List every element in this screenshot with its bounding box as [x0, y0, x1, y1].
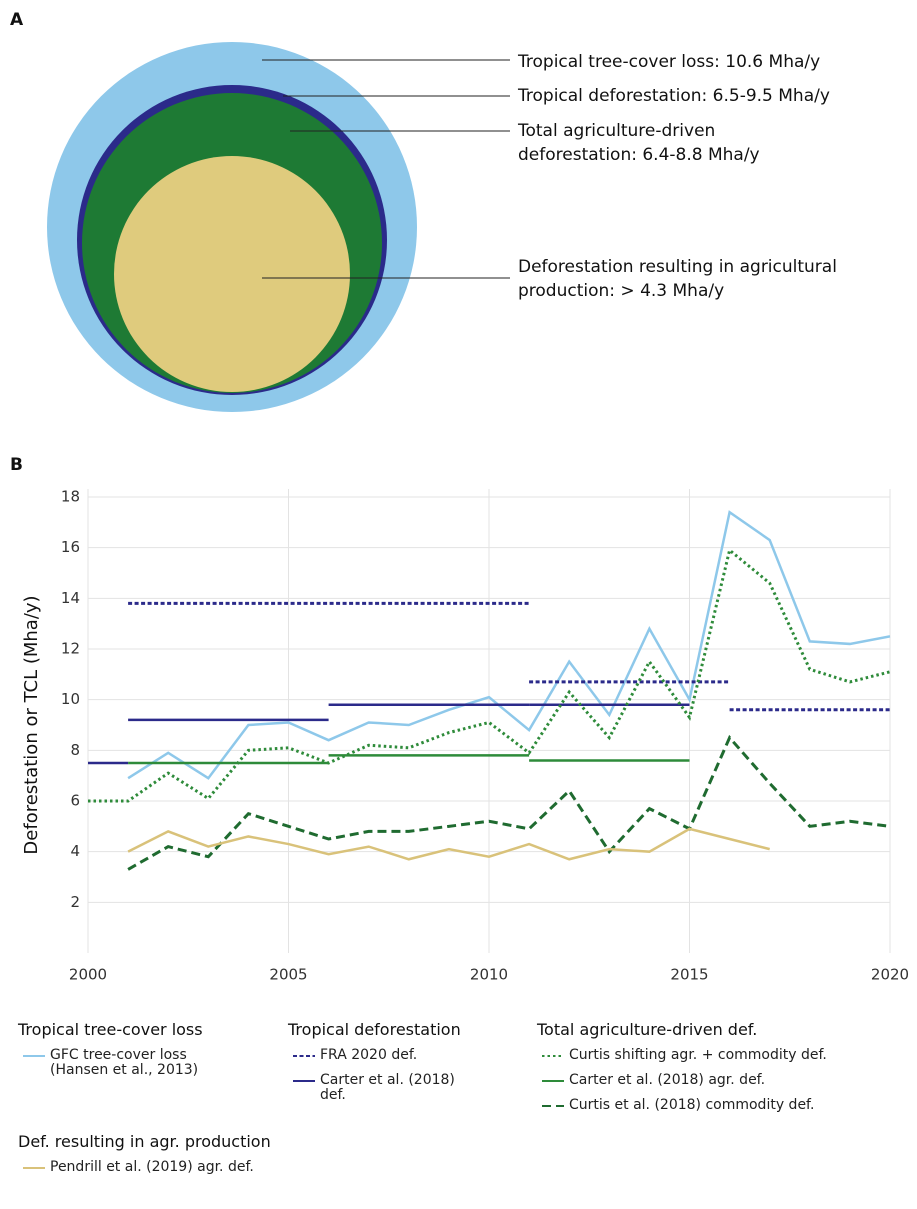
y-tick-label: 4: [70, 842, 80, 860]
legend-label: Curtis et al. (2018) commodity def.: [569, 1097, 815, 1113]
y-tick-label: 14: [61, 589, 80, 607]
legend-label: Pendrill et al. (2019) agr. def.: [50, 1159, 254, 1175]
legend-label: FRA 2020 def.: [320, 1047, 418, 1063]
legend-item: Carter et al. (2018) agr. def.: [541, 1073, 917, 1088]
legend-label: Carter et al. (2018) def.: [320, 1072, 455, 1103]
x-tick-label: 2020: [871, 966, 909, 984]
y-axis-label: Deforestation or TCL (Mha/y): [21, 595, 42, 854]
series-line: [127, 734, 891, 871]
legend-item: Pendrill et al. (2019) agr. def.: [22, 1160, 410, 1175]
diagram-label: Total agriculture-driven: [517, 121, 715, 141]
legend-swatch: [293, 1080, 315, 1082]
legend-swatch: [542, 1105, 564, 1107]
legend-label: Carter et al. (2018) agr. def.: [569, 1072, 766, 1088]
legend-swatch: [293, 1055, 315, 1057]
legend-item: Curtis shifting agr. + commodity def.: [541, 1048, 917, 1063]
legend-item: Carter et al. (2018) def.: [292, 1073, 485, 1103]
legend-group-title: Tropical tree-cover loss: [18, 1020, 203, 1039]
y-tick-label: 10: [61, 690, 80, 708]
legend-swatch: [23, 1167, 45, 1169]
y-tick-label: 2: [70, 893, 80, 911]
x-tick-label: 2015: [670, 966, 708, 984]
legend-swatch: [542, 1080, 564, 1082]
series-line: [127, 827, 771, 861]
legend-swatch: [23, 1055, 45, 1057]
y-tick-label: 12: [61, 640, 80, 658]
panel-label: B: [10, 455, 23, 475]
y-tick-label: 18: [61, 488, 80, 506]
diagram-label: production: > 4.3 Mha/y: [518, 281, 724, 301]
production-circle: [114, 156, 350, 392]
legend-item: FRA 2020 def.: [292, 1048, 485, 1063]
y-tick-label: 16: [61, 538, 80, 556]
y-tick-label: 8: [70, 741, 80, 759]
legend-swatch: [542, 1055, 564, 1057]
legend-label: GFC tree-cover loss (Hansen et al., 2013…: [50, 1047, 199, 1078]
legend-group-title: Tropical deforestation: [288, 1020, 461, 1039]
legend-label: Curtis shifting agr. + commodity def.: [569, 1047, 827, 1063]
diagram-label: Tropical deforestation: 6.5-9.5 Mha/y: [517, 86, 830, 106]
legend-item: GFC tree-cover loss (Hansen et al., 2013…: [22, 1048, 225, 1078]
x-tick-label: 2005: [269, 966, 307, 984]
diagram-label: Tropical tree-cover loss: 10.6 Mha/y: [517, 52, 820, 72]
legend-group-title: Total agriculture-driven def.: [537, 1020, 758, 1039]
x-tick-label: 2000: [69, 966, 107, 984]
legend-group-title: Def. resulting in agr. production: [18, 1132, 271, 1151]
diagram-label: deforestation: 6.4-8.8 Mha/y: [518, 145, 760, 165]
legend-item: Curtis et al. (2018) commodity def.: [541, 1098, 917, 1113]
panel-label: A: [10, 10, 24, 30]
x-tick-label: 2010: [470, 966, 508, 984]
series-line: [127, 510, 891, 780]
y-tick-label: 6: [70, 792, 80, 810]
diagram-label: Deforestation resulting in agricultural: [518, 257, 837, 277]
